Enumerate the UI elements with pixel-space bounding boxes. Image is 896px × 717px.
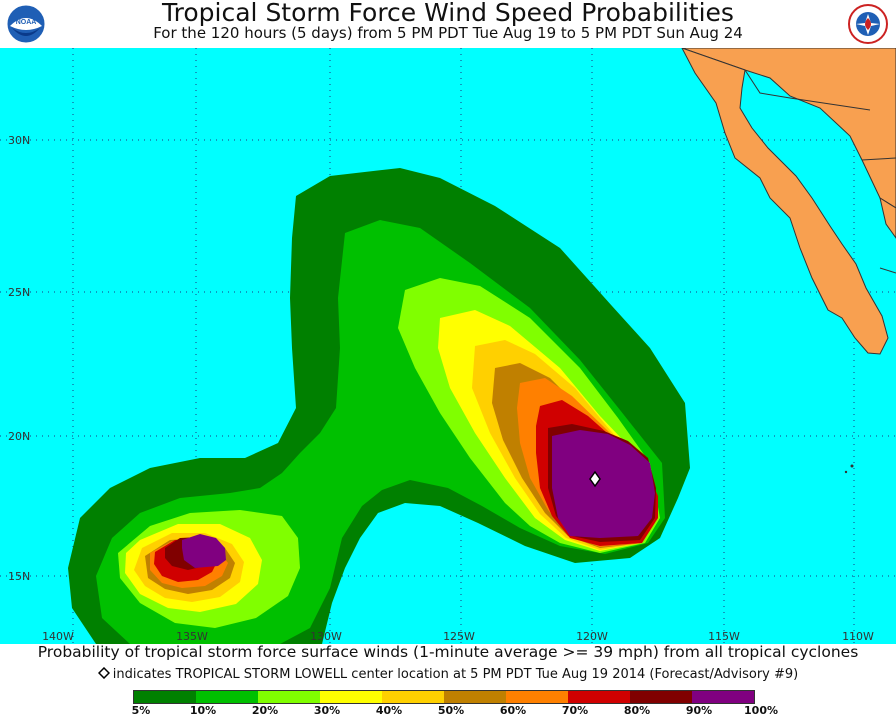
lon-label: 115W [708, 630, 740, 643]
svg-text:NOAA: NOAA [16, 19, 37, 26]
legend-label: 30% [313, 704, 341, 717]
legend-label: 80% [623, 704, 651, 717]
diamond-icon [97, 666, 110, 680]
legend-swatch [134, 691, 196, 703]
lon-label: 110W [842, 630, 874, 643]
lon-label: 125W [443, 630, 475, 643]
legend-swatch [568, 691, 630, 703]
legend-label: 20% [251, 704, 279, 717]
legend-label: 90% [685, 704, 713, 717]
legend-label: 60% [499, 704, 527, 717]
noaa-logo: NOAA [6, 4, 46, 44]
land [681, 48, 896, 474]
lon-label: 135W [176, 630, 208, 643]
legend-label: 10% [189, 704, 217, 717]
footer-note: indicates TROPICAL STORM LOWELL center l… [0, 666, 896, 682]
legend-swatch [444, 691, 506, 703]
color-legend [133, 690, 755, 704]
legend-labels: 5% 10% 20% 30% 40% 50% 60% 70% 80% 90% 100% [0, 704, 896, 717]
page-subtitle: For the 120 hours (5 days) from 5 PM PDT… [153, 24, 743, 42]
lon-label: 140W [42, 630, 74, 643]
legend-label: 5% [131, 704, 151, 717]
legend-swatch [196, 691, 258, 703]
lat-label: 25N [8, 286, 30, 299]
lon-label: 130W [310, 630, 342, 643]
lat-label: 20N [8, 430, 30, 443]
legend-label: 70% [561, 704, 589, 717]
probability-map: 30N 25N 20N 15N 140W 135W 130W 125W 120W… [0, 48, 896, 644]
lat-label: 30N [8, 134, 30, 147]
legend-swatch [630, 691, 692, 703]
legend-label: 100% [744, 704, 778, 717]
lat-label: 15N [8, 570, 30, 583]
legend-swatch [320, 691, 382, 703]
page-title: Tropical Storm Force Wind Speed Probabil… [162, 0, 734, 27]
diamond-icon [589, 470, 601, 488]
legend-label: 40% [375, 704, 403, 717]
legend-swatch [506, 691, 568, 703]
legend-swatch [692, 691, 754, 703]
legend-swatch [258, 691, 320, 703]
legend-swatch [382, 691, 444, 703]
probability-contours [68, 168, 690, 644]
nws-logo [848, 4, 888, 44]
header: NOAA Tropical Storm Force Wind Speed Pro… [0, 0, 896, 48]
footer-note-text: indicates TROPICAL STORM LOWELL center l… [112, 667, 799, 682]
legend-label: 50% [437, 704, 465, 717]
footer-description: Probability of tropical storm force surf… [37, 643, 859, 661]
lon-label: 120W [576, 630, 608, 643]
